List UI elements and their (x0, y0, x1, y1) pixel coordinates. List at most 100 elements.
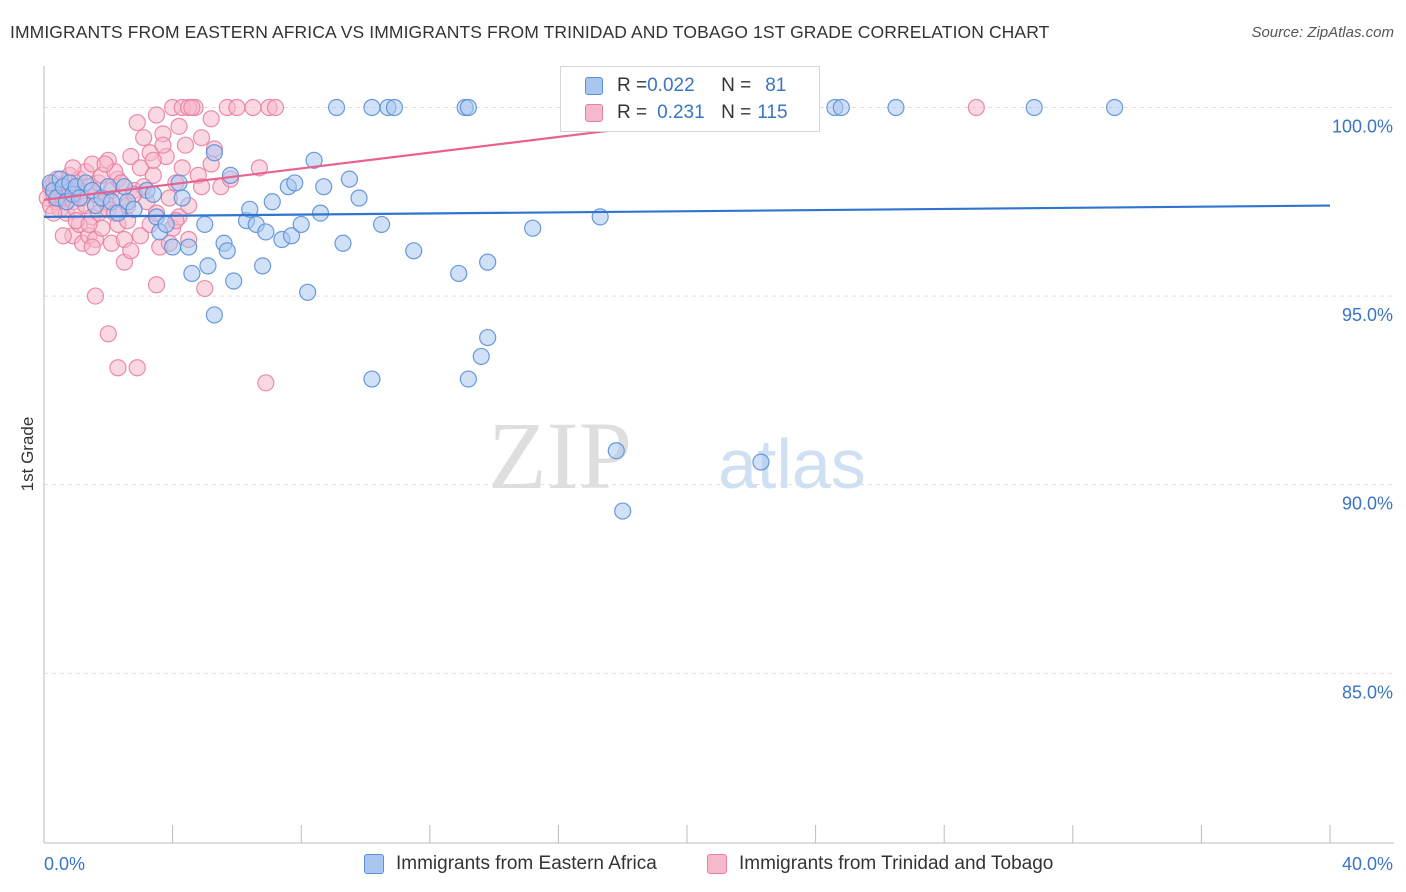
legend-r-value: 0.231 (657, 102, 705, 123)
legend-n-label: N = (721, 75, 752, 96)
data-point-eastern-africa (363, 370, 381, 388)
data-point-eastern-africa (257, 223, 275, 241)
data-point-trinidad (257, 374, 275, 392)
data-point-eastern-africa (479, 328, 497, 347)
data-point-trinidad (80, 215, 98, 234)
data-point-eastern-africa (832, 98, 850, 117)
data-point-trinidad (131, 159, 150, 177)
data-point-trinidad (45, 204, 63, 222)
data-point-eastern-africa (115, 178, 133, 196)
legend-r-value: 0.022 (647, 75, 695, 96)
data-point-eastern-africa (180, 238, 198, 256)
stats-legend: R = 0.022 N = 81 R = 0.231 N = 115 (560, 66, 820, 132)
chart-title: IMMIGRANTS FROM EASTERN AFRICA VS IMMIGR… (10, 22, 1050, 42)
data-point-trinidad (183, 98, 201, 117)
data-point-trinidad (196, 279, 214, 298)
data-point-eastern-africa (292, 215, 310, 234)
data-point-eastern-africa (887, 98, 905, 117)
data-point-trinidad (147, 106, 166, 124)
y-tick-label: 85.0% (1342, 682, 1393, 702)
legend-r-label: R = (617, 102, 648, 123)
data-point-trinidad (122, 147, 140, 166)
data-point-trinidad (131, 227, 150, 245)
data-point-trinidad (128, 113, 146, 132)
data-point-eastern-africa (282, 227, 301, 245)
legend-row-pink: R = 0.231 N = 115 (585, 100, 788, 126)
data-point-trinidad (147, 276, 166, 294)
bottom-legend-swatch-blue (364, 854, 384, 874)
data-point-eastern-africa (157, 215, 175, 234)
data-point-trinidad (122, 242, 140, 260)
data-point-eastern-africa (340, 170, 359, 188)
data-point-trinidad (266, 98, 285, 117)
data-point-eastern-africa (372, 215, 391, 234)
data-point-eastern-africa (1025, 98, 1043, 117)
legend-r-label: R = (617, 75, 648, 96)
data-point-trinidad (192, 129, 211, 147)
data-point-trinidad (154, 136, 172, 154)
data-point-eastern-africa (459, 98, 477, 117)
data-point-eastern-africa (299, 283, 317, 301)
data-point-trinidad (54, 227, 72, 245)
source-credit: Source: ZipAtlas.com (1251, 24, 1394, 41)
data-point-trinidad (228, 98, 246, 117)
data-point-eastern-africa (334, 234, 352, 252)
data-point-eastern-africa (327, 98, 346, 117)
data-point-trinidad (135, 129, 153, 147)
data-point-trinidad (96, 155, 114, 173)
legend-n-value: 115 (757, 102, 788, 123)
data-point-eastern-africa (614, 502, 632, 520)
data-point-eastern-africa (144, 185, 162, 203)
data-point-eastern-africa (459, 370, 477, 388)
y-tick-label: 100.0% (1332, 116, 1393, 136)
bottom-legend-item-trinidad: Immigrants from Trinidad and Tobago (707, 851, 1053, 877)
data-point-eastern-africa (607, 442, 625, 460)
data-point-eastern-africa (311, 204, 330, 222)
data-point-trinidad (202, 110, 220, 128)
data-point-eastern-africa (450, 264, 468, 283)
bottom-legend-item-eastern-africa: Immigrants from Eastern Africa (364, 851, 657, 877)
data-point-trinidad (170, 117, 188, 135)
bottom-legend-swatch-pink (707, 854, 727, 874)
x-tick-label-max: 40.0% (1342, 854, 1393, 874)
grid-layer (44, 106, 1394, 674)
data-point-eastern-africa (315, 178, 333, 196)
data-point-eastern-africa (173, 189, 191, 207)
data-point-trinidad (967, 98, 985, 117)
data-point-eastern-africa (205, 144, 223, 162)
data-point-trinidad (86, 287, 105, 305)
data-point-eastern-africa (1105, 98, 1124, 117)
data-point-eastern-africa (183, 264, 201, 283)
data-point-eastern-africa (205, 306, 223, 324)
data-point-trinidad (244, 98, 262, 117)
data-point-trinidad (64, 159, 82, 177)
data-point-eastern-africa (350, 189, 368, 207)
data-point-eastern-africa (199, 257, 217, 275)
data-point-eastern-africa (225, 272, 243, 290)
data-point-trinidad (250, 159, 269, 177)
trendline-eastern-africa (43, 204, 1331, 218)
bottom-legend-label-trinidad: Immigrants from Trinidad and Tobago (739, 853, 1054, 874)
data-point-eastern-africa (254, 257, 272, 275)
data-point-eastern-africa (164, 238, 182, 256)
watermark: ZIP atlas (488, 402, 866, 509)
y-tick-label: 90.0% (1342, 494, 1393, 514)
data-point-trinidad (128, 359, 146, 377)
data-point-eastern-africa (385, 98, 404, 117)
data-point-eastern-africa (752, 453, 770, 471)
data-point-eastern-africa (218, 242, 236, 260)
data-point-trinidad (176, 136, 195, 154)
data-point-eastern-africa (196, 215, 214, 234)
bottom-legend-label-eastern-africa: Immigrants from Eastern Africa (396, 853, 657, 874)
data-point-trinidad (192, 178, 211, 196)
data-point-eastern-africa (125, 200, 143, 218)
data-point-trinidad (99, 325, 117, 343)
data-point-eastern-africa (241, 200, 259, 218)
data-point-trinidad (109, 359, 127, 377)
axis-layer: 85.0% 90.0% 95.0% 100.0% 0.0% 40.0% (43, 66, 1394, 874)
data-point-eastern-africa (472, 347, 490, 366)
data-point-eastern-africa (263, 193, 281, 211)
data-point-eastern-africa (286, 174, 304, 192)
legend-swatch-pink (585, 104, 603, 122)
